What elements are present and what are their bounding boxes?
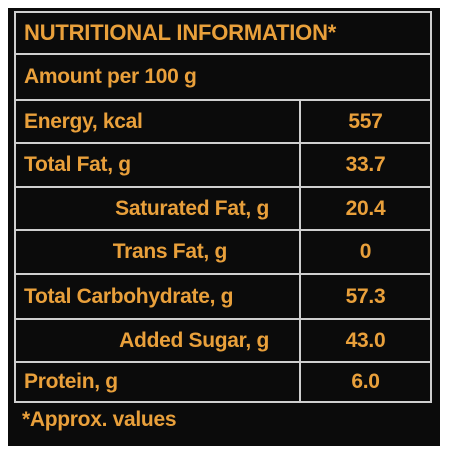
row-label: Energy, kcal xyxy=(16,101,301,142)
row-label: Total Fat, g xyxy=(16,144,301,186)
table-row-saturated-fat: Saturated Fat, g 20.4 xyxy=(16,188,430,231)
nutrition-panel: NUTRITIONAL INFORMATION* Amount per 100 … xyxy=(8,8,440,446)
row-value: 0 xyxy=(359,240,372,263)
row-value: 57.3 xyxy=(345,284,386,308)
row-value: 557 xyxy=(348,109,383,133)
row-label: Trans Fat, g xyxy=(16,231,301,273)
footnote: *Approx. values xyxy=(22,408,177,431)
row-value: 43.0 xyxy=(345,328,386,352)
nutrition-table: NUTRITIONAL INFORMATION* Amount per 100 … xyxy=(14,11,432,403)
row-label: Saturated Fat, g xyxy=(16,188,301,229)
row-label: Protein, g xyxy=(16,363,301,401)
row-label: Added Sugar, g xyxy=(16,320,301,361)
table-row-added-sugar: Added Sugar, g 43.0 xyxy=(16,320,430,363)
title-row: NUTRITIONAL INFORMATION* xyxy=(16,13,430,55)
table-row-total-carbohydrate: Total Carbohydrate, g 57.3 xyxy=(16,275,430,320)
table-row-protein: Protein, g 6.0 xyxy=(16,363,430,401)
table-title: NUTRITIONAL INFORMATION* xyxy=(24,20,337,45)
row-label: Total Carbohydrate, g xyxy=(16,275,301,318)
row-value: 33.7 xyxy=(345,153,386,176)
table-row-energy: Energy, kcal 557 xyxy=(16,101,430,144)
subtitle-row: Amount per 100 g xyxy=(16,55,430,101)
table-row-trans-fat: Trans Fat, g 0 xyxy=(16,231,430,275)
row-value: 6.0 xyxy=(351,370,380,393)
table-row-total-fat: Total Fat, g 33.7 xyxy=(16,144,430,188)
amount-per-label: Amount per 100 g xyxy=(24,65,197,88)
row-value: 20.4 xyxy=(345,196,386,220)
